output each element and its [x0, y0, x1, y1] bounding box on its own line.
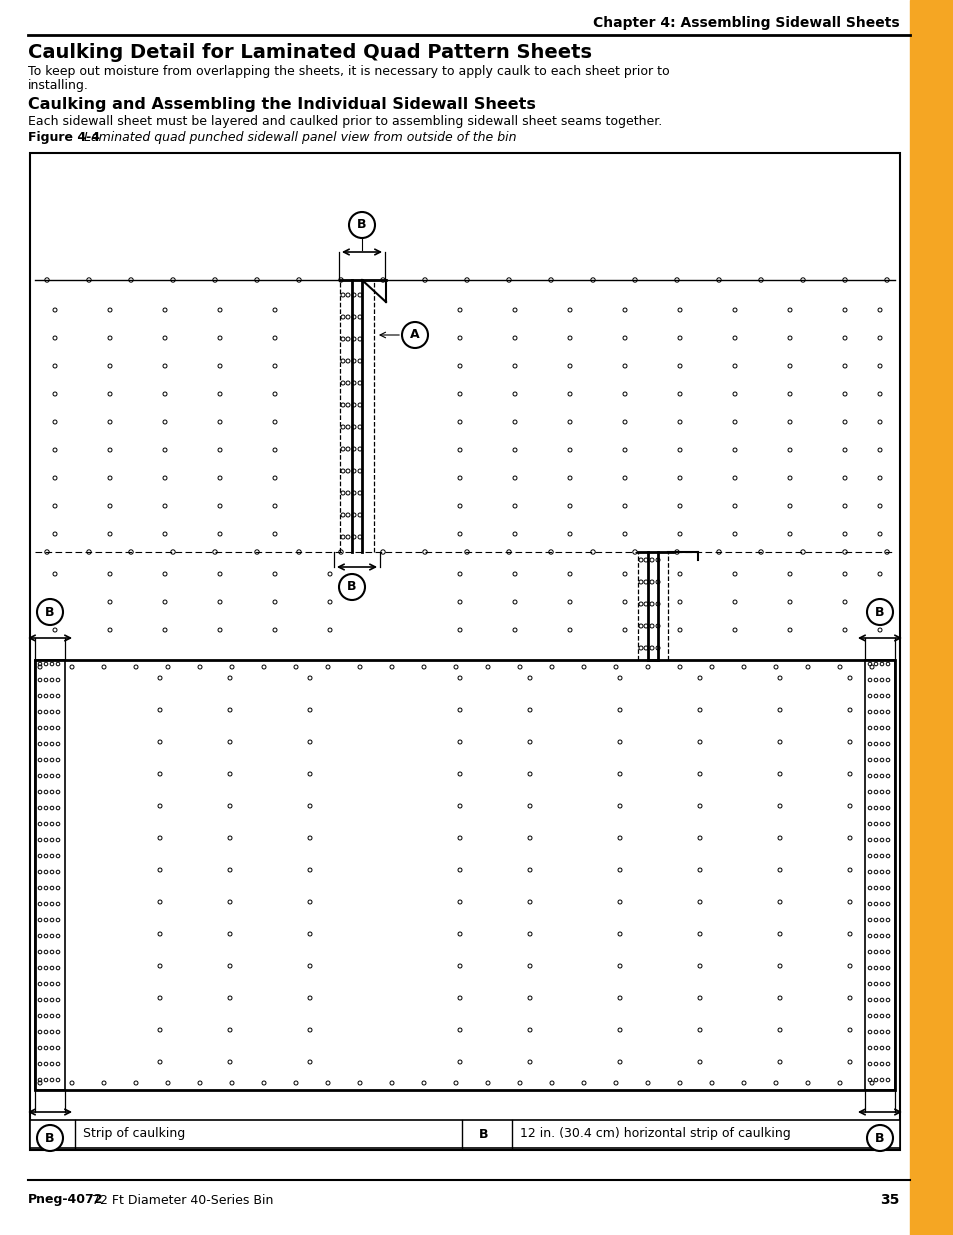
Circle shape [401, 322, 428, 348]
Text: A: A [47, 1128, 57, 1140]
Text: Caulking Detail for Laminated Quad Pattern Sheets: Caulking Detail for Laminated Quad Patte… [28, 42, 592, 62]
Bar [35, 659, 894, 1091]
Text: B: B [478, 1128, 488, 1140]
Text: B: B [874, 1131, 883, 1145]
Bar [909, 0, 953, 1235]
Text: Each sidewall sheet must be layered and caulked prior to assembling sidewall she: Each sidewall sheet must be layered and … [28, 116, 661, 128]
Text: Strip of caulking: Strip of caulking [83, 1128, 185, 1140]
Text: B: B [347, 580, 356, 594]
Text: Figure 4-4: Figure 4-4 [28, 131, 100, 144]
Text: B: B [874, 605, 883, 619]
Text: 72 Ft Diameter 40-Series Bin: 72 Ft Diameter 40-Series Bin [88, 1193, 274, 1207]
Text: installing.: installing. [28, 79, 89, 93]
Bar [30, 1120, 899, 1149]
Bar [864, 659, 894, 1091]
Text: Chapter 4: Assembling Sidewall Sheets: Chapter 4: Assembling Sidewall Sheets [593, 16, 899, 30]
Text: Laminated quad punched sidewall panel view from outside of the bin: Laminated quad punched sidewall panel vi… [80, 131, 516, 144]
Circle shape [349, 212, 375, 238]
Bar [35, 659, 65, 1091]
Circle shape [866, 599, 892, 625]
Text: 35: 35 [880, 1193, 899, 1207]
Circle shape [37, 1125, 63, 1151]
Text: To keep out moisture from overlapping the sheets, it is necessary to apply caulk: To keep out moisture from overlapping th… [28, 65, 669, 79]
Text: B: B [356, 219, 366, 231]
Text: Pneg-4072: Pneg-4072 [28, 1193, 103, 1207]
Circle shape [338, 574, 365, 600]
Text: B: B [45, 605, 54, 619]
Text: B: B [45, 1131, 54, 1145]
Circle shape [37, 599, 63, 625]
Circle shape [866, 1125, 892, 1151]
Text: 12 in. (30.4 cm) horizontal strip of caulking: 12 in. (30.4 cm) horizontal strip of cau… [519, 1128, 790, 1140]
Text: Caulking and Assembling the Individual Sidewall Sheets: Caulking and Assembling the Individual S… [28, 98, 536, 112]
Text: A: A [410, 329, 419, 342]
Bar [30, 153, 899, 1150]
